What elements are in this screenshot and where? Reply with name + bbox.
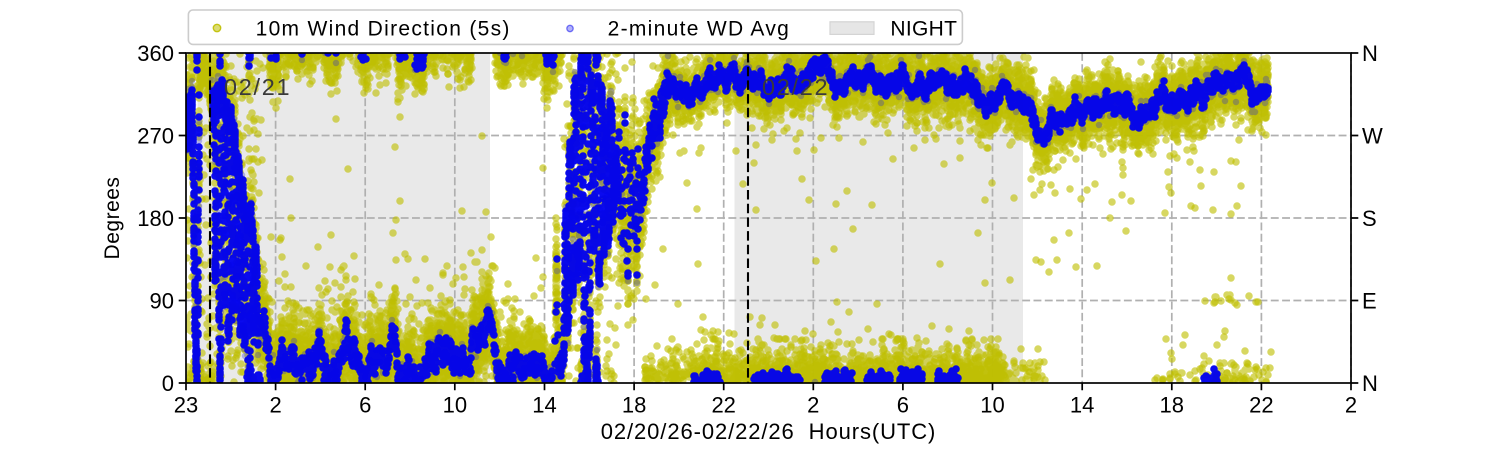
svg-text:360: 360 <box>137 41 174 66</box>
svg-text:14: 14 <box>532 393 556 418</box>
svg-text:02/20/26-02/22/26 Hours(UTC): 02/20/26-02/22/26 Hours(UTC) <box>601 419 936 444</box>
svg-text:90: 90 <box>150 288 174 313</box>
svg-text:N: N <box>1362 371 1378 396</box>
svg-text:2: 2 <box>807 393 819 418</box>
svg-text:22: 22 <box>711 393 735 418</box>
svg-text:180: 180 <box>137 206 174 231</box>
svg-text:10: 10 <box>443 393 467 418</box>
svg-text:270: 270 <box>137 123 174 148</box>
svg-text:10: 10 <box>980 393 1004 418</box>
svg-text:10m Wind Direction (5s): 10m Wind Direction (5s) <box>256 18 511 41</box>
svg-text:E: E <box>1362 288 1377 313</box>
svg-text:22: 22 <box>1249 393 1273 418</box>
svg-text:0: 0 <box>162 371 174 396</box>
svg-text:Degrees: Degrees <box>101 177 124 260</box>
svg-text:6: 6 <box>359 393 371 418</box>
svg-text:02/22: 02/22 <box>762 74 829 100</box>
svg-text:W: W <box>1362 123 1383 148</box>
svg-text:02/21: 02/21 <box>224 74 291 100</box>
svg-text:18: 18 <box>1160 393 1184 418</box>
svg-text:14: 14 <box>1070 393 1094 418</box>
svg-text:2-minute WD Avg: 2-minute WD Avg <box>608 18 791 41</box>
svg-text:2: 2 <box>1345 393 1357 418</box>
svg-text:S: S <box>1362 206 1377 231</box>
svg-text:18: 18 <box>622 393 646 418</box>
svg-text:N: N <box>1362 41 1378 66</box>
svg-text:23: 23 <box>174 393 198 418</box>
svg-text:NIGHT: NIGHT <box>890 18 957 41</box>
svg-text:6: 6 <box>897 393 909 418</box>
svg-text:2: 2 <box>269 393 281 418</box>
